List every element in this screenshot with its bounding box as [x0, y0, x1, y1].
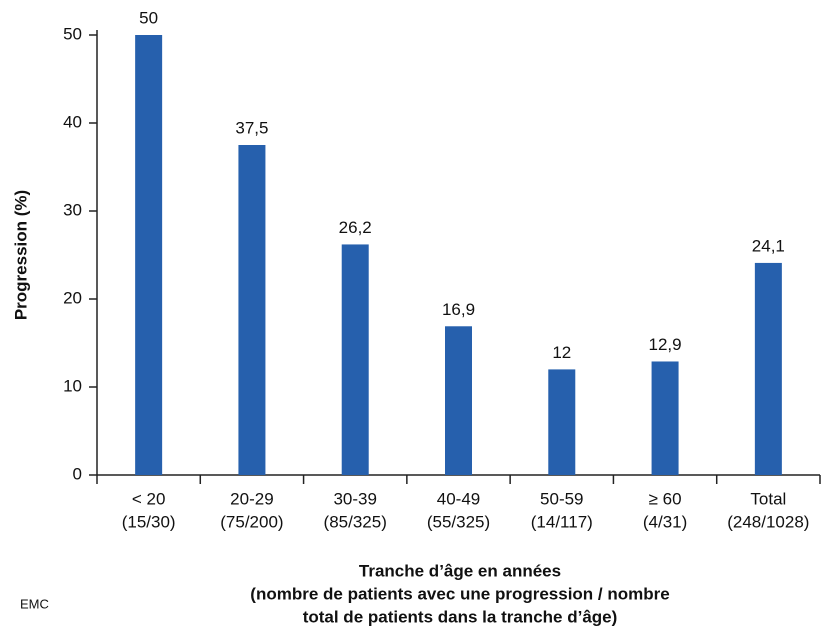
x-tick-label: (55/325) [427, 512, 490, 531]
x-axis-title: total de patients dans la tranche d’âge) [303, 607, 618, 626]
y-tick-label: 30 [63, 200, 82, 219]
value-label: 12 [552, 343, 571, 362]
x-tick-label: (15/30) [122, 512, 176, 531]
x-tick-label: 50-59 [540, 489, 583, 508]
bar [341, 244, 369, 475]
x-tick-label: 30-39 [333, 489, 376, 508]
x-tick-label: (75/200) [220, 512, 283, 531]
x-tick-label: (14/117) [531, 512, 593, 531]
value-label: 16,9 [442, 300, 475, 319]
y-tick-label: 0 [73, 464, 82, 483]
x-tick-label: ≥ 60 [649, 489, 682, 508]
logo: EMC [20, 596, 49, 611]
y-tick-label: 10 [63, 376, 82, 395]
bar [445, 326, 472, 475]
x-tick-label: (248/1028) [727, 512, 809, 531]
x-axis-title: Tranche d’âge en années [359, 561, 561, 580]
value-label: 26,2 [339, 218, 372, 237]
x-tick-label: 40-49 [437, 489, 480, 508]
y-tick-label: 40 [63, 112, 82, 131]
x-tick-label: 20-29 [230, 489, 273, 508]
value-label: 50 [139, 8, 158, 27]
y-tick-label: 50 [63, 24, 82, 43]
bar [754, 262, 782, 475]
x-tick-label: Total [750, 489, 786, 508]
x-tick-label: (4/31) [643, 512, 687, 531]
y-axis-title: Progression (%) [11, 190, 30, 320]
x-tick-label: < 20 [132, 489, 166, 508]
bar [135, 35, 163, 475]
bar [238, 145, 266, 475]
value-label: 12,9 [649, 335, 682, 354]
x-tick-label: (85/325) [324, 512, 387, 531]
x-axis-title: (nombre de patients avec une progression… [250, 584, 669, 603]
value-label: 37,5 [235, 118, 268, 137]
bar [651, 361, 679, 475]
value-label: 24,1 [752, 236, 785, 255]
bar [548, 369, 576, 475]
y-tick-label: 20 [63, 288, 82, 307]
